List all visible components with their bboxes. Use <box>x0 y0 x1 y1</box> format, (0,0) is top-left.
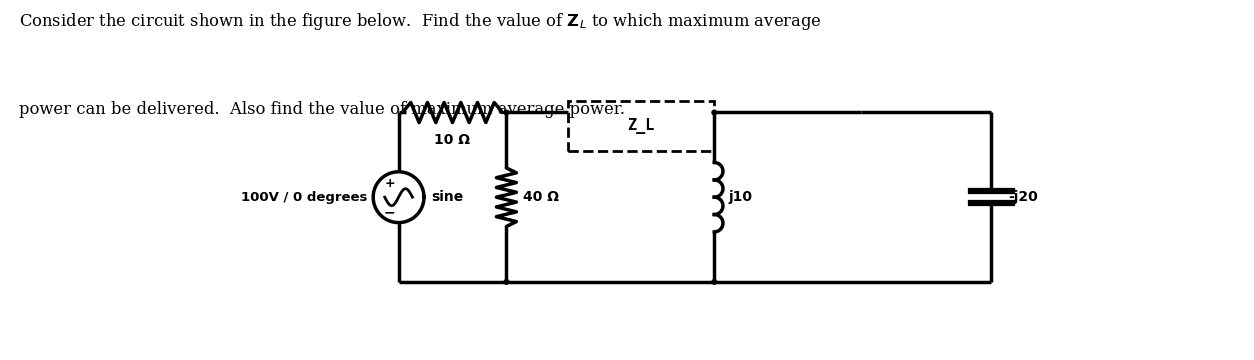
Text: power can be delivered.  Also find the value of maximum average power.: power can be delivered. Also find the va… <box>19 101 624 118</box>
Text: j10: j10 <box>729 190 752 204</box>
Text: -j20: -j20 <box>1008 190 1038 204</box>
Text: 40 Ω: 40 Ω <box>523 190 559 204</box>
Circle shape <box>712 280 716 284</box>
Circle shape <box>712 110 716 115</box>
Text: Consider the circuit shown in the figure below.  Find the value of $\mathbf{Z}_L: Consider the circuit shown in the figure… <box>19 11 821 32</box>
Text: +: + <box>385 177 395 190</box>
Circle shape <box>504 280 509 284</box>
Text: −: − <box>384 206 395 220</box>
Text: sine: sine <box>431 190 464 204</box>
Text: Z_L: Z_L <box>627 118 655 134</box>
Text: 100V / 0 degrees: 100V / 0 degrees <box>241 191 367 204</box>
Bar <box>568 101 715 151</box>
Text: 10 Ω: 10 Ω <box>434 133 470 147</box>
Circle shape <box>504 110 509 115</box>
